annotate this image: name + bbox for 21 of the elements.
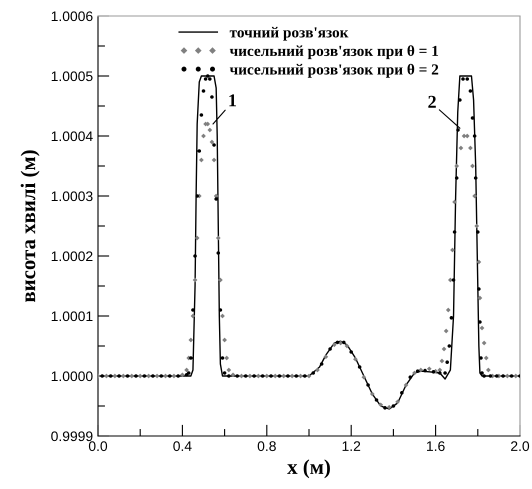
annotation: 1	[229, 94, 236, 106]
x-tick-label: 0.0	[88, 441, 108, 452]
x-axis-title: x (м)	[287, 459, 330, 478]
y-tick-label: 1.0004	[52, 131, 93, 142]
legend-label: чисельний розв'язок при θ = 1	[230, 45, 438, 60]
y-tick-label: 1.0000	[52, 371, 93, 382]
annotation: 2	[428, 96, 436, 108]
x-tick-label: 1.6	[427, 441, 445, 452]
y-tick-label: 1.0003	[52, 191, 93, 202]
y-tick-label: 1.0006	[52, 11, 93, 22]
x-tick-label: 0.8	[258, 441, 276, 452]
x-tick-label: 0.4	[173, 441, 192, 452]
y-tick-label: 1.0001	[52, 311, 92, 322]
y-tick-label: 0.9999	[51, 431, 92, 442]
x-tick-label: 2.0	[511, 441, 530, 452]
y-tick-label: 1.0005	[52, 71, 93, 82]
legend-label: точний розв'язок	[230, 26, 348, 41]
x-tick-label: 1.2	[342, 441, 360, 451]
legend-label: чисельний розв'язок при θ = 2	[230, 64, 438, 78]
y-axis-title: висота хвилі (м)	[20, 150, 40, 302]
y-tick-label: 1.0002	[52, 251, 92, 262]
